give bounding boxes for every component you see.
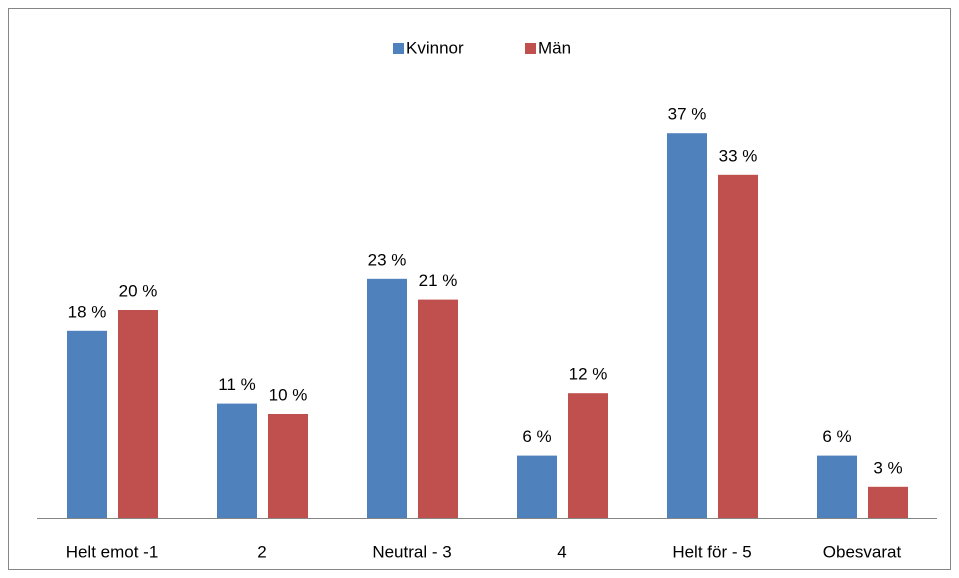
bar [217, 403, 257, 518]
legend-swatch [393, 43, 404, 54]
x-tick-label: 2 [257, 542, 266, 561]
chart-frame [8, 8, 951, 570]
data-label: 3 % [873, 458, 902, 477]
legend-label: Män [538, 38, 571, 57]
data-label: 6 % [522, 427, 551, 446]
bar [817, 455, 857, 518]
bar [367, 278, 407, 518]
data-label: 11 % [218, 375, 256, 394]
bar [517, 455, 557, 518]
bar [67, 330, 107, 518]
data-label: 23 % [368, 250, 407, 269]
x-tick-label: Helt emot -1 [66, 542, 159, 561]
data-label: 33 % [719, 146, 758, 165]
bar [418, 299, 458, 518]
bar [268, 414, 308, 518]
x-tick-label: Helt för - 5 [672, 542, 751, 561]
data-label: 18 % [68, 302, 107, 321]
bar [868, 486, 908, 518]
bar [118, 310, 158, 518]
legend-swatch [525, 43, 536, 54]
bar [667, 133, 707, 518]
bar [568, 393, 608, 518]
data-label: 12 % [569, 365, 608, 384]
data-label: 37 % [668, 105, 707, 124]
bar [718, 174, 758, 519]
x-tick-label: Neutral - 3 [372, 542, 451, 561]
x-tick-label: Obesvarat [823, 542, 902, 561]
data-label: 10 % [269, 385, 308, 404]
data-label: 20 % [119, 281, 158, 300]
data-label: 21 % [419, 271, 458, 290]
data-label: 6 % [822, 427, 851, 446]
legend-label: Kvinnor [406, 38, 464, 57]
x-tick-label: 4 [557, 542, 566, 561]
